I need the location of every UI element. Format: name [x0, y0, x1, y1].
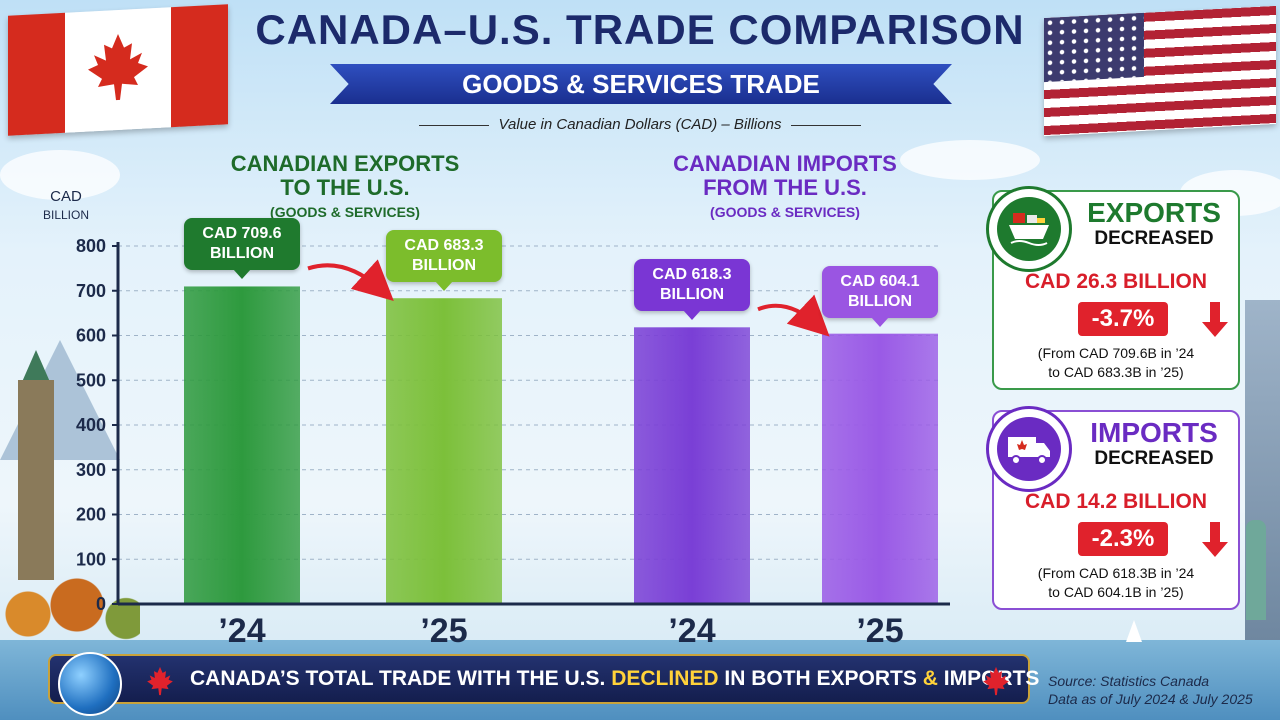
- exports-badge: [986, 186, 1072, 272]
- maple-leaf-icon: [147, 666, 173, 696]
- x-category-label: ’24: [218, 612, 265, 650]
- subtitle-banner: GOODS & SERVICES TRADE: [330, 64, 952, 104]
- ship-icon: [997, 197, 1061, 261]
- sailboat-icon: [1126, 620, 1142, 642]
- canada-flag-icon: [8, 4, 228, 136]
- chart-category-labels: ’24 ’25 ’24 ’25: [218, 612, 903, 650]
- imports-badge: [986, 406, 1072, 492]
- callout-value: CAD 618.3: [652, 266, 732, 284]
- y-tick-label: 0: [96, 594, 106, 614]
- imports-change-amount: CAD 14.2 BILLION: [1024, 490, 1208, 513]
- y-tick-label: 300: [76, 460, 106, 480]
- summary-banner: CANADA’S TOTAL TRADE WITH THE U.S. DECLI…: [48, 652, 1039, 716]
- cloud: [900, 140, 1040, 180]
- y-tick-label: 200: [76, 505, 106, 525]
- callout-unit: BILLION: [412, 257, 476, 275]
- bar-value-callout: CAD 683.3 BILLION: [386, 230, 502, 292]
- y-tick-label: 800: [76, 236, 106, 256]
- imports-card-heading: IMPORTS DECREASED: [1090, 417, 1218, 470]
- x-category-label: ’25: [856, 612, 903, 650]
- imports-change-note: (From CAD 618.3B in ’24 to CAD 604.1B in…: [1037, 565, 1195, 600]
- globe-icon: [58, 652, 122, 716]
- y-tick-label: 700: [76, 281, 106, 301]
- truck-icon: [997, 417, 1061, 481]
- units-subtitle: Value in Canadian Dollars (CAD) – Billio…: [380, 116, 900, 133]
- callout-unit: BILLION: [848, 292, 912, 310]
- imports-summary-card: IMPORTS DECREASED CAD 14.2 BILLION -2.3%…: [986, 406, 1240, 610]
- down-arrow-icon: [1202, 522, 1228, 557]
- parliament-tower-illustration: [18, 380, 54, 580]
- imports-group-title: CANADIAN IMPORTS FROM THE U.S. (GOODS & …: [673, 151, 897, 221]
- callout-value: CAD 709.6: [202, 225, 282, 243]
- trend-arrows: [307, 259, 830, 337]
- bar: [386, 298, 502, 604]
- statue-of-liberty-illustration: [1246, 520, 1266, 620]
- trend-arrow: [307, 259, 394, 302]
- exports-group-title: CANADIAN EXPORTS TO THE U.S. (GOODS & SE…: [230, 151, 460, 221]
- y-tick-label: 100: [76, 549, 106, 569]
- callout-unit: BILLION: [660, 286, 724, 304]
- bar-value-callout: CAD 618.3 BILLION: [634, 259, 750, 321]
- x-category-label: ’24: [668, 612, 715, 650]
- x-category-label: ’25: [420, 612, 467, 650]
- page-title: CANADA–U.S. TRADE COMPARISON: [255, 6, 1025, 53]
- y-tick-label: 600: [76, 326, 106, 346]
- y-axis-unit-label: CAD BILLION: [42, 188, 90, 222]
- maple-leaf-icon: [983, 666, 1009, 696]
- source-note: Source: Statistics Canada Data as of Jul…: [1048, 673, 1253, 707]
- exports-summary-card: EXPORTS DECREASED CAD 26.3 BILLION -3.7%…: [986, 186, 1240, 390]
- summary-banner-text: CANADA’S TOTAL TRADE WITH THE U.S. DECLI…: [190, 667, 1039, 690]
- chart-axes: 0 100 200 300 400 500 600 700 800: [76, 236, 950, 614]
- exports-card-heading: EXPORTS DECREASED: [1087, 197, 1221, 250]
- bar-value-callout: CAD 604.1 BILLION: [822, 265, 938, 327]
- exports-change-amount: CAD 26.3 BILLION: [1024, 270, 1208, 293]
- bar: [822, 333, 938, 604]
- trend-arrow: [757, 294, 830, 337]
- chart-bars: [184, 286, 938, 604]
- exports-change-note: (From CAD 709.6B in ’24 to CAD 683.3B in…: [1037, 345, 1195, 380]
- bar: [634, 327, 750, 604]
- callout-value: CAD 683.3: [404, 237, 484, 255]
- y-tick-label: 400: [76, 415, 106, 435]
- exports-change-percent: -3.7%: [1078, 302, 1168, 336]
- callout-value: CAD 604.1: [840, 272, 920, 290]
- y-tick-label: 500: [76, 370, 106, 390]
- cloud: [0, 150, 120, 200]
- imports-change-percent: -2.3%: [1078, 522, 1168, 556]
- parliament-tower-roof: [22, 350, 50, 382]
- bar-value-callout: CAD 709.6 BILLION: [184, 218, 300, 280]
- bar: [184, 286, 300, 604]
- callout-unit: BILLION: [210, 245, 274, 263]
- down-arrow-icon: [1202, 302, 1228, 337]
- maple-leaf-icon: [88, 34, 148, 101]
